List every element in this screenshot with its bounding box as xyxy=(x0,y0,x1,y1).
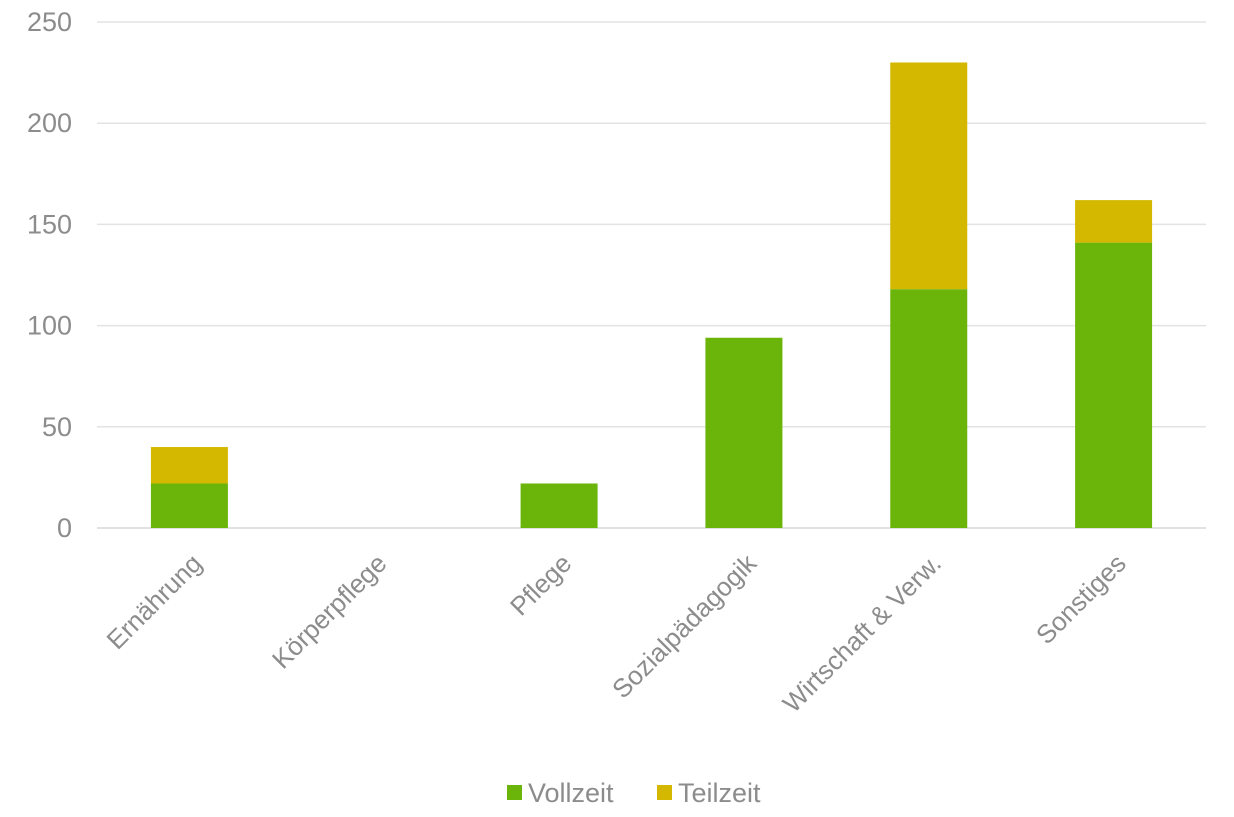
x-category-label: Sonstiges xyxy=(1030,548,1132,650)
bar-vollzeit-2 xyxy=(520,483,598,528)
y-tick-label: 150 xyxy=(27,209,72,239)
x-category-label: Pflege xyxy=(504,548,577,621)
y-axis-ticks: 0 50 100 150 200 250 xyxy=(27,7,72,543)
x-category-label: Wirtschaft & Verw. xyxy=(777,548,947,718)
gridlines xyxy=(97,21,1206,529)
y-tick-label: 0 xyxy=(57,513,72,543)
x-category-label: Körperpflege xyxy=(266,548,392,674)
bar-vollzeit-0 xyxy=(150,483,228,528)
x-axis-categories: Ernährung Körperpflege Pflege Sozialpädagog… xyxy=(101,547,1132,718)
legend-swatch-vollzeit xyxy=(507,785,522,800)
bars xyxy=(150,62,1153,528)
bar-vollzeit-4 xyxy=(890,289,968,528)
legend-label-teilzeit: Teilzeit xyxy=(678,778,761,808)
bar-vollzeit-5 xyxy=(1075,242,1153,528)
x-category-label: Ernährung xyxy=(101,548,208,655)
y-tick-label: 50 xyxy=(42,412,72,442)
bar-teilzeit-0 xyxy=(150,447,228,484)
legend: Vollzeit Teilzeit xyxy=(507,778,761,808)
x-category-label: Sozialpädagogik xyxy=(606,547,763,704)
bar-teilzeit-4 xyxy=(890,62,968,290)
legend-swatch-teilzeit xyxy=(657,785,672,800)
bar-vollzeit-3 xyxy=(705,337,783,528)
bar-teilzeit-5 xyxy=(1075,200,1153,243)
y-tick-label: 100 xyxy=(27,311,72,341)
y-tick-label: 200 xyxy=(27,108,72,138)
legend-label-vollzeit: Vollzeit xyxy=(528,778,614,808)
y-tick-label: 250 xyxy=(27,7,72,37)
